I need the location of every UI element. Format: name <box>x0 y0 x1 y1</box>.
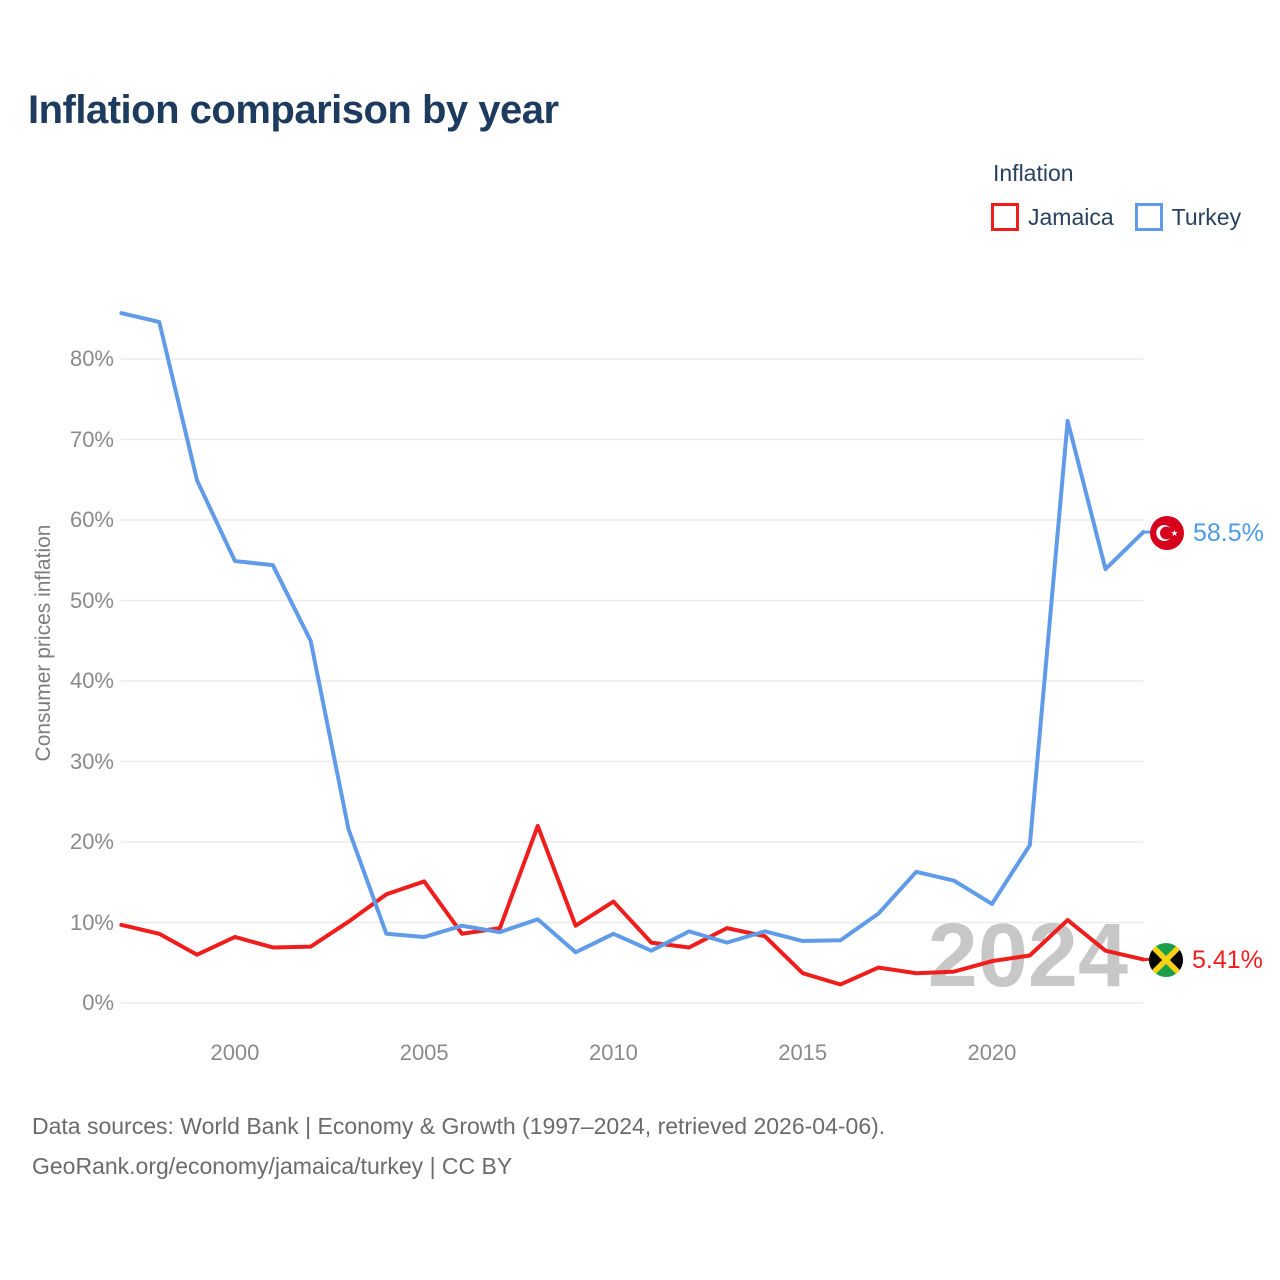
legend-items: Jamaica Turkey <box>991 203 1241 231</box>
turkey-flag-icon <box>1150 516 1184 550</box>
footer: Data sources: World Bank | Economy & Gro… <box>32 1106 885 1186</box>
y-tick-label: 80% <box>69 346 114 371</box>
legend-label-jamaica: Jamaica <box>1028 203 1114 230</box>
turkey-swatch-icon <box>1134 203 1163 231</box>
y-tick-label: 60% <box>69 507 114 532</box>
footer-attribution[interactable]: GeoRank.org/economy/jamaica/turkey | CC … <box>32 1153 513 1179</box>
legend-item-turkey[interactable]: Turkey <box>1134 203 1242 231</box>
legend: Inflation Jamaica Turkey <box>991 160 1241 231</box>
turkey-end-label: 58.5% <box>1150 516 1264 550</box>
turkey-line[interactable] <box>119 311 1146 955</box>
y-tick-label: 40% <box>69 668 114 693</box>
y-tick-label: 0% <box>82 990 114 1015</box>
y-tick-label: 50% <box>69 587 114 613</box>
x-tick-label: 2010 <box>588 1040 638 1065</box>
x-tick-label: 2020 <box>967 1040 1017 1065</box>
legend-item-jamaica[interactable]: Jamaica <box>991 203 1114 231</box>
legend-label-turkey: Turkey <box>1171 203 1242 230</box>
y-tick-label: 30% <box>69 748 114 774</box>
x-tick-label: 2005 <box>399 1040 449 1065</box>
jamaica-end-label: 5.41% <box>1149 943 1263 977</box>
jamaica-swatch-icon <box>991 203 1019 231</box>
jamaica-flag-icon <box>1149 943 1183 977</box>
jamaica-end-value: 5.41% <box>1192 946 1263 974</box>
y-tick-label: 70% <box>69 426 114 452</box>
turkey-end-value: 58.5% <box>1193 519 1264 547</box>
footer-sources: Data sources: World Bank | Economy & Gro… <box>32 1113 886 1139</box>
legend-title: Inflation <box>993 160 1074 186</box>
x-tick-label: 2000 <box>210 1040 260 1065</box>
page-title: Inflation comparison by year <box>28 88 559 132</box>
x-tick-label: 2015 <box>778 1040 828 1065</box>
jamaica-line[interactable] <box>119 823 1146 987</box>
y-tick-label: 20% <box>69 829 114 854</box>
y-tick-label: 10% <box>69 909 114 935</box>
